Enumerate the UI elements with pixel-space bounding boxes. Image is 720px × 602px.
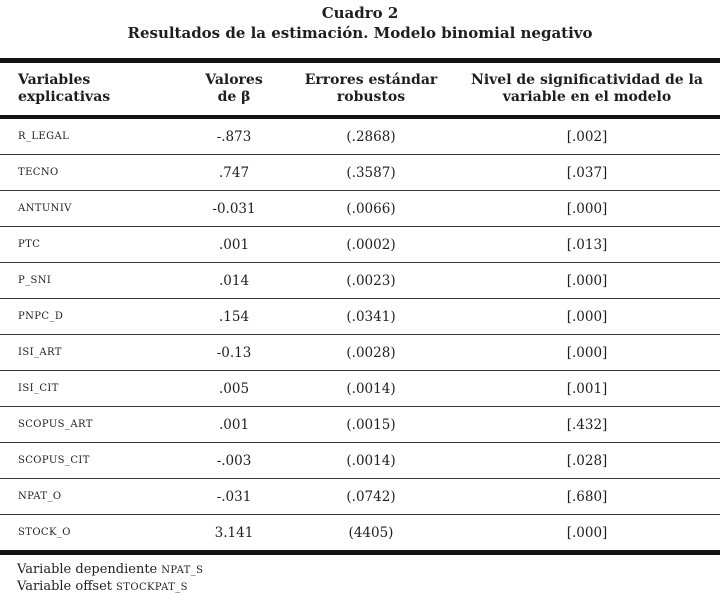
table-caption-text: Resultados de la estimación. Modelo bino… — [127, 24, 593, 42]
beta-value-cell: -.003 — [180, 442, 288, 479]
table-row: TECNO .747 (.3587) [.037] — [0, 154, 720, 191]
variable-name-cell: TECNO — [0, 154, 180, 191]
beta-value-cell: .001 — [180, 406, 288, 443]
table-row: PTC .001 (.0002) [.013] — [0, 226, 720, 263]
std-error-cell: (.0014) — [288, 442, 454, 479]
significance-cell: [.000] — [454, 334, 720, 371]
header-variables: Variables explicativas — [0, 60, 180, 119]
std-error-cell: (.0014) — [288, 370, 454, 407]
significance-cell: [.432] — [454, 406, 720, 443]
table-row: R_LEGAL -.873 (.2868) [.002] — [0, 117, 720, 155]
header-robust-errors: Errores estándar robustos — [288, 60, 454, 119]
beta-value-cell: 3.141 — [214, 524, 254, 541]
footnote-label: Variable dependiente — [17, 562, 158, 577]
table-row: STOCK_O 3.141 (4405) [.000] — [0, 515, 720, 553]
variable-name-cell: P_SNI — [0, 262, 180, 299]
significance-cell: [.037] — [454, 154, 720, 191]
std-error-cell: (.0341) — [288, 298, 454, 335]
significance-cell: [.001] — [454, 370, 720, 407]
table-footnotes: Variable dependiente NPAT_S Variable offs… — [0, 562, 720, 595]
table-caption: Cuadro 2 Resultados de la estimación. Mo… — [0, 0, 720, 43]
std-error-cell: (.2868) — [288, 117, 454, 155]
std-error-cell: (.3587) — [288, 154, 454, 191]
table-row: ISI_ART -0.13 (.0028) [.000] — [0, 334, 720, 371]
variable-name-cell: ISI_ART — [0, 334, 180, 371]
std-error-cell: (.0742) — [288, 478, 454, 515]
significance-cell: [.002] — [454, 117, 720, 155]
variable-name-cell: SCOPUS_ART — [0, 406, 180, 443]
variable-name-cell: ISI_CIT — [0, 370, 180, 407]
footnote-variable-name: STOCKPAT_S — [116, 581, 188, 593]
header-significance: Nivel de significatividad de la variable… — [454, 60, 720, 119]
table-row: SCOPUS_CIT -.003 (.0014) [.028] — [0, 442, 720, 479]
beta-value-cell: .001 — [180, 226, 288, 263]
table-row: NPAT_O -.031 (.0742) [.680] — [0, 478, 720, 515]
variable-name-cell: PNPC_D — [0, 298, 180, 335]
std-error-cell: (.0015) — [288, 406, 454, 443]
table-row: ANTUNIV -0.031 (.0066) [.000] — [0, 190, 720, 227]
significance-cell: [.680] — [454, 478, 720, 515]
footnote-variable-name: NPAT_S — [161, 565, 204, 576]
table-row: SCOPUS_ART .001 (.0015) [.432] — [0, 406, 720, 443]
beta-value-cell: .005 — [180, 370, 288, 407]
std-error-cell: (.0066) — [288, 190, 454, 227]
significance-cell: [.013] — [454, 226, 720, 263]
significance-cell: [.000] — [566, 524, 608, 541]
beta-value-cell: .747 — [180, 154, 288, 191]
std-error-cell: (.0023) — [288, 262, 454, 299]
std-error-cell: (.0028) — [288, 334, 454, 371]
header-row: Variables explicativas Valores de β Erro… — [0, 60, 720, 119]
table-caption-number: Cuadro 2 — [321, 4, 399, 22]
std-error-cell: (4405) — [348, 524, 394, 541]
header-beta-values: Valores de β — [180, 60, 288, 119]
beta-value-cell: -.031 — [180, 478, 288, 515]
beta-value-cell: -0.13 — [180, 334, 288, 371]
significance-cell: [.000] — [454, 190, 720, 227]
footnote-dependent-variable: Variable dependiente NPAT_S — [17, 562, 720, 579]
beta-value-cell: -.873 — [180, 117, 288, 155]
variable-name-cell: PTC — [0, 226, 180, 263]
footnote-offset-variable: Variable offset STOCKPAT_S — [17, 579, 720, 596]
beta-value-cell: .154 — [180, 298, 288, 335]
beta-value-cell: .014 — [180, 262, 288, 299]
significance-cell: [.028] — [454, 442, 720, 479]
std-error-cell: (.0002) — [288, 226, 454, 263]
footnote-label: Variable offset — [17, 578, 113, 594]
variable-name-cell: SCOPUS_CIT — [0, 442, 180, 479]
table-row: ISI_CIT .005 (.0014) [.001] — [0, 370, 720, 407]
variable-name-cell: R_LEGAL — [0, 117, 180, 155]
significance-cell: [.000] — [454, 262, 720, 299]
table-row: P_SNI .014 (.0023) [.000] — [0, 262, 720, 299]
variable-name-cell: ANTUNIV — [0, 190, 180, 227]
results-table: Variables explicativas Valores de β Erro… — [0, 58, 720, 555]
table-row: PNPC_D .154 (.0341) [.000] — [0, 298, 720, 335]
significance-cell: [.000] — [454, 298, 720, 335]
variable-name-cell: NPAT_O — [0, 478, 180, 515]
beta-value-cell: -0.031 — [180, 190, 288, 227]
variable-name-cell: STOCK_O — [18, 527, 71, 538]
